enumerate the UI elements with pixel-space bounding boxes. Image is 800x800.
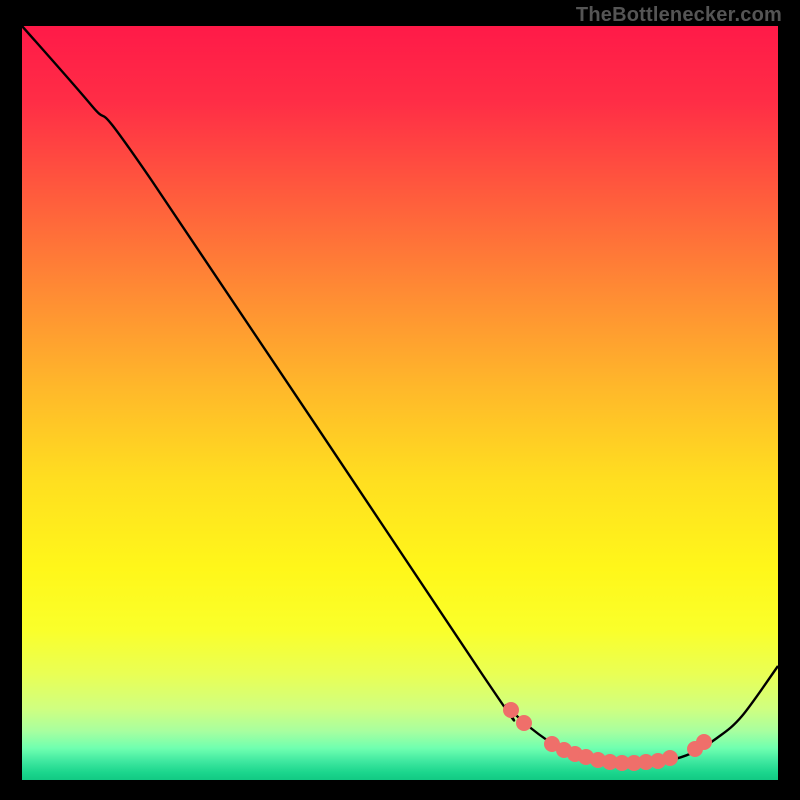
watermark-text: TheBottlenecker.com: [576, 4, 782, 27]
marker-dot: [516, 715, 532, 731]
background-gradient: [22, 26, 778, 780]
chart-frame: TheBottlenecker.com: [0, 0, 800, 800]
marker-dot: [503, 702, 519, 718]
marker-dot: [696, 734, 712, 750]
plot-area: [22, 26, 778, 780]
marker-dot: [662, 750, 678, 766]
